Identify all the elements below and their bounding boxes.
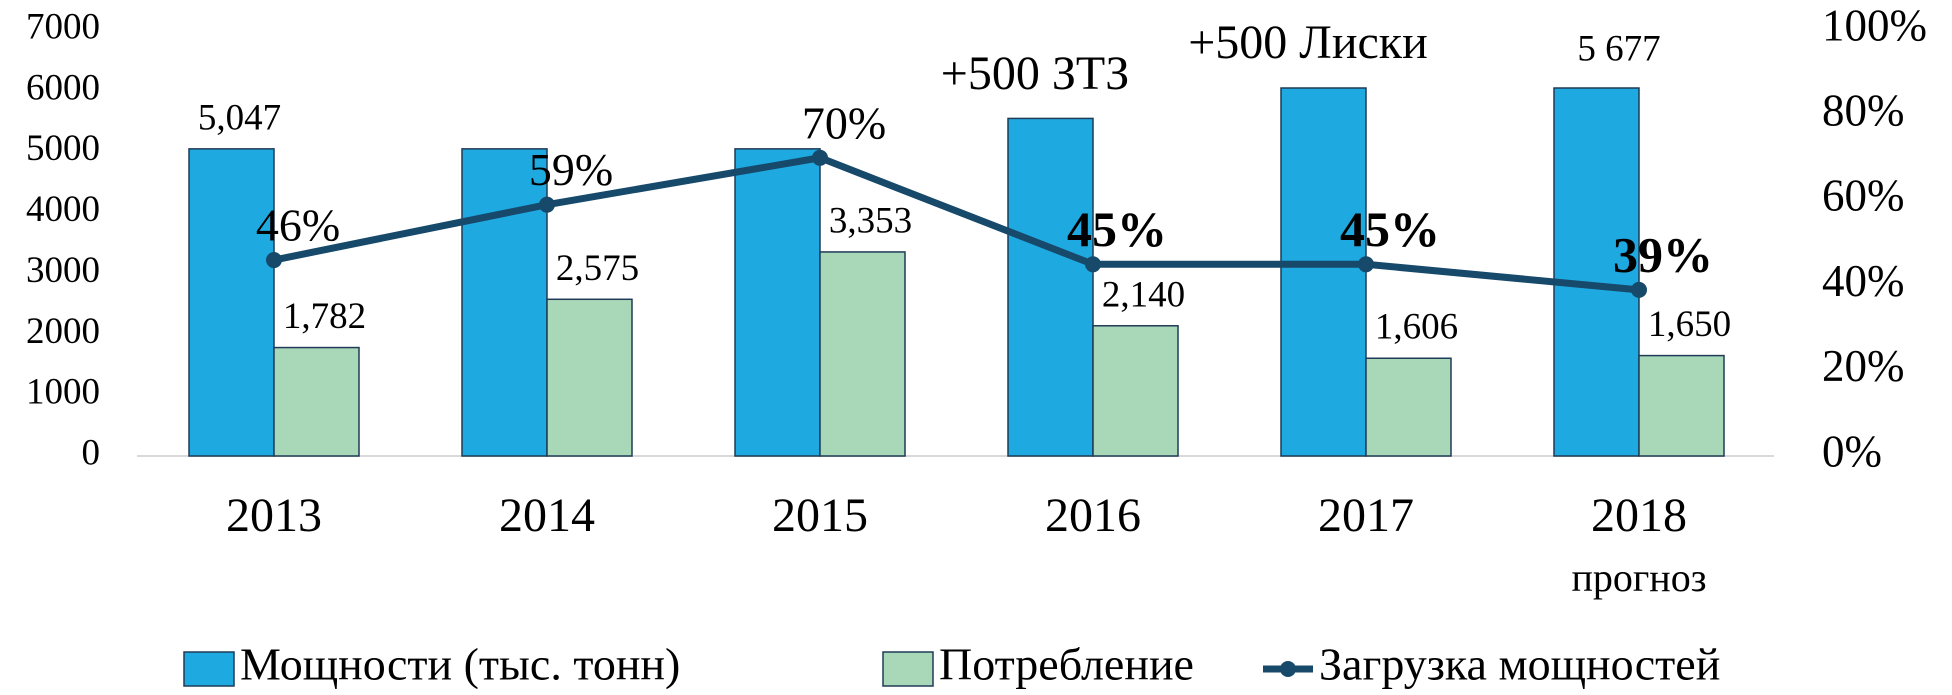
data-label: 39% — [1613, 226, 1713, 282]
line — [273, 154, 1640, 294]
x-tick-label-line: 2017 — [1318, 489, 1414, 542]
annotation: +500 ЗТЗ — [941, 47, 1129, 100]
data-label: 45% — [1067, 201, 1167, 257]
y2-tick-label: 0% — [1822, 426, 1882, 476]
bar — [188, 148, 275, 457]
bar — [1280, 87, 1367, 457]
bar — [734, 148, 821, 457]
legend-label: Мощности (тыс. тонн) — [240, 639, 680, 690]
line-marker — [1631, 281, 1647, 298]
bar — [1092, 325, 1179, 457]
x-tick-label: 2013 — [226, 489, 322, 542]
legend-swatch-marker — [1280, 661, 1296, 677]
annotation: +500 Лиски — [1188, 16, 1428, 69]
bar — [1007, 117, 1094, 457]
y-tick-label: 3000 — [26, 250, 100, 291]
x-tick-label-line: прогноз — [1571, 555, 1706, 600]
x-tick-label-line: 2016 — [1045, 489, 1141, 542]
y2-tick-label: 20% — [1822, 341, 1905, 391]
x-tick-label: 2016 — [1045, 489, 1141, 542]
legend-swatch — [882, 651, 934, 687]
data-label: 45% — [1340, 201, 1440, 257]
y-tick-label: 1000 — [26, 372, 100, 413]
bar — [1365, 357, 1452, 457]
data-label: 3,353 — [829, 200, 912, 241]
x-tick-label: 2017 — [1318, 489, 1414, 542]
line-marker — [1085, 256, 1101, 273]
y-tick-label: 6000 — [26, 67, 100, 108]
y-tick-label: 5000 — [26, 128, 100, 169]
x-tick-label: 2015 — [772, 489, 868, 542]
annotation: 5 677 — [1577, 28, 1660, 69]
x-tick-label-line: 2013 — [226, 489, 322, 542]
data-label: 1,650 — [1648, 304, 1731, 345]
y2-tick-label: 40% — [1822, 256, 1905, 306]
data-label: 5,047 — [198, 97, 281, 138]
line-marker — [1358, 256, 1374, 273]
legend-swatch — [183, 651, 235, 687]
x-tick-label: 2014 — [499, 489, 595, 542]
y-tick-label: 4000 — [26, 189, 100, 230]
y2-tick-label: 80% — [1822, 86, 1905, 136]
bar — [546, 298, 633, 457]
data-label: 46% — [256, 200, 340, 251]
x-tick-label-line: 2018 — [1591, 489, 1687, 542]
x-tick-label-line: 2014 — [499, 489, 595, 542]
y-tick-label: 7000 — [26, 6, 100, 47]
bar — [819, 251, 906, 457]
y-tick-label: 0 — [82, 432, 101, 473]
x-tick-label-line: 2015 — [772, 489, 868, 542]
y2-tick-label: 100% — [1822, 0, 1927, 50]
data-label: 1,606 — [1375, 307, 1458, 348]
y-tick-label: 2000 — [26, 311, 100, 352]
data-label: 70% — [802, 97, 886, 148]
y2-tick-label: 60% — [1822, 171, 1905, 221]
line-marker — [539, 196, 555, 213]
data-label: 2,140 — [1102, 274, 1185, 315]
line-marker — [812, 149, 828, 166]
bar — [1638, 354, 1725, 457]
data-label: 1,782 — [283, 296, 366, 337]
line-marker — [266, 252, 282, 269]
bar — [461, 148, 548, 457]
data-label: 2,575 — [556, 248, 639, 289]
legend-label: Потребление — [939, 639, 1194, 690]
bar — [273, 346, 360, 457]
bar — [1553, 87, 1640, 457]
data-label: 59% — [529, 144, 613, 195]
x-tick-label: 2018 прогноз — [1571, 489, 1706, 600]
legend-label: Загрузка мощностей — [1319, 639, 1720, 690]
